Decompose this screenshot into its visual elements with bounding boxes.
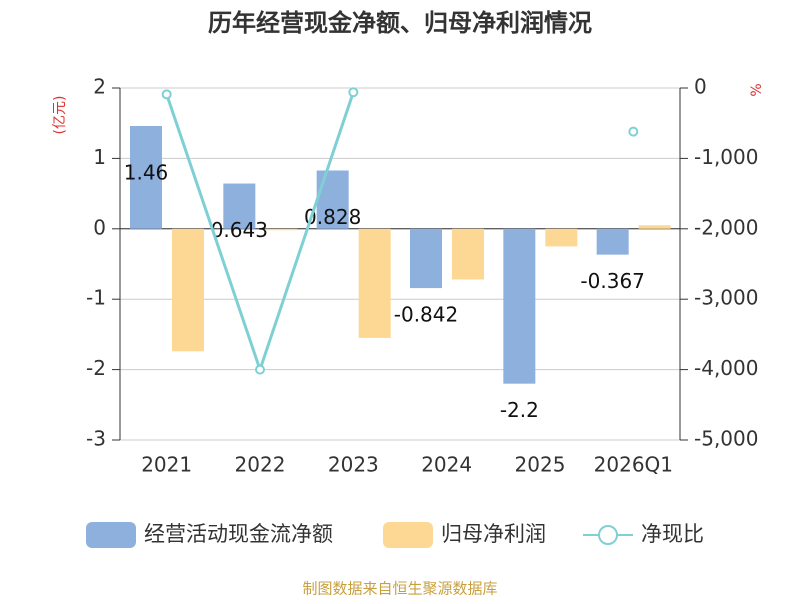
legend-swatch	[86, 522, 136, 548]
x-tick-label: 2022	[235, 453, 286, 477]
y-tick-label: 0	[93, 215, 106, 239]
data-label: -0.842	[394, 303, 458, 327]
y-axis-label: (亿元)	[52, 96, 68, 135]
x-tick-label: 2026Q1	[594, 453, 673, 477]
bar	[503, 228, 536, 384]
y2-tick-label: -3,000	[694, 286, 758, 310]
bar	[316, 170, 349, 229]
data-label: -0.367	[580, 269, 644, 293]
data-label: -2.2	[500, 398, 539, 422]
y2-tick-label: -1,000	[694, 145, 758, 169]
point	[628, 126, 639, 137]
y2-tick-label: -4,000	[694, 356, 758, 380]
legend-label: 归母净利润	[441, 522, 546, 546]
bar	[130, 126, 162, 229]
x-tick-label: 2021	[141, 453, 192, 477]
bar	[410, 228, 442, 289]
legend-swatch	[383, 522, 433, 548]
point	[161, 89, 172, 100]
bar	[265, 228, 298, 231]
x-tick-label: 2024	[421, 453, 472, 477]
chart-title: 历年经营现金净额、归母净利润情况	[208, 9, 592, 37]
data-label: 1.46	[124, 161, 169, 185]
point	[348, 87, 359, 98]
y-tick-label: -2	[86, 356, 106, 380]
point	[255, 364, 265, 375]
y-tick-label: 2	[93, 75, 106, 99]
y2-axis-label: %	[749, 83, 765, 96]
legend-label: 经营活动现金流净额	[144, 522, 333, 546]
source: 制图数据来自恒生聚源数据库	[302, 580, 497, 598]
x-tick-label: 2023	[328, 453, 379, 477]
data-label: 0.643	[211, 218, 268, 242]
legend-swatch	[598, 525, 618, 545]
bar	[596, 228, 629, 255]
y2-tick-label: 0	[694, 75, 707, 99]
y-tick-label: -3	[86, 427, 106, 451]
bar	[638, 225, 671, 229]
bar	[545, 228, 578, 247]
bar	[223, 183, 256, 229]
y2-tick-label: -2,000	[694, 215, 758, 239]
bar	[452, 228, 484, 280]
y-tick-label: -1	[86, 286, 106, 310]
y2-tick-label: -5,000	[694, 427, 758, 451]
y-tick-label: 1	[93, 145, 106, 169]
x-tick-label: 2025	[515, 453, 566, 477]
legend-label: 净现比	[641, 522, 704, 546]
bar	[172, 228, 204, 352]
bar	[358, 228, 391, 338]
